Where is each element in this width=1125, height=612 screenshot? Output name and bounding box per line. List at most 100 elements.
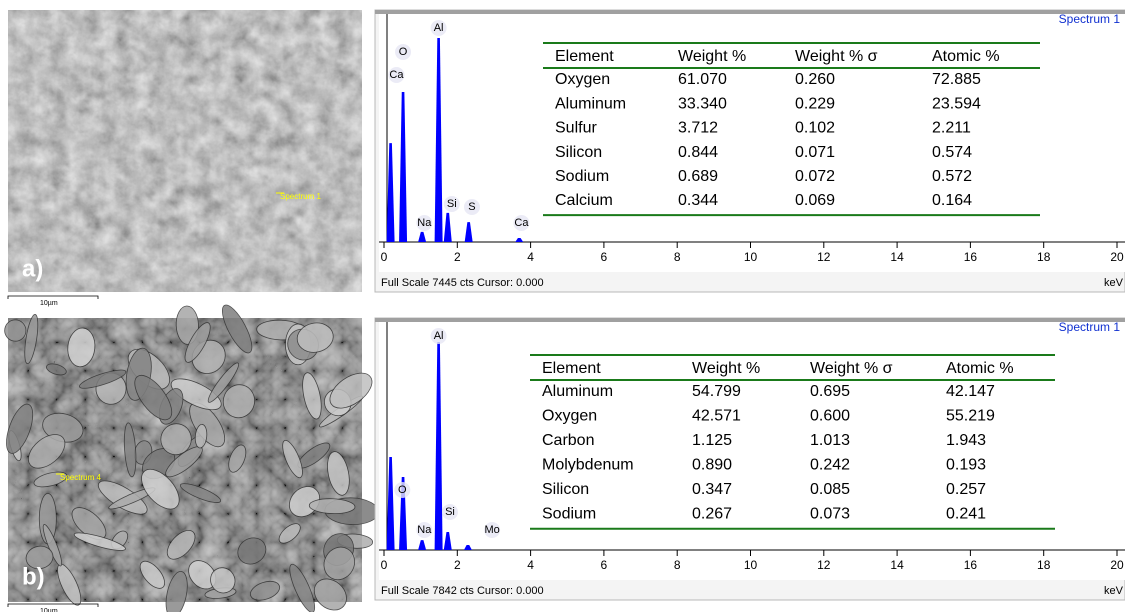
- x-tick-label: 16: [964, 250, 978, 264]
- x-tick-label: 4: [527, 250, 534, 264]
- x-tick-label: 6: [601, 558, 608, 572]
- table-cell: 72.885: [932, 71, 981, 88]
- table-cell: 33.340: [678, 95, 727, 112]
- x-tick-label: 14: [890, 250, 904, 264]
- x-tick-label: 0: [381, 558, 388, 572]
- x-tick-label: 8: [674, 250, 681, 264]
- image-marker: Spectrum 4: [60, 473, 101, 482]
- scale-bar-label: 10µm: [40, 608, 58, 612]
- table-cell: 0.241: [946, 506, 986, 523]
- table-cell: 0.071: [795, 144, 835, 161]
- table-cell: 0.267: [692, 506, 732, 523]
- peak-label: O: [398, 484, 407, 496]
- table-header: Weight %: [692, 360, 760, 377]
- spectrum-footer: Full Scale 7445 cts Cursor: 0.000: [381, 277, 544, 289]
- table-header: Weight % σ: [795, 48, 878, 65]
- table-cell: 0.344: [678, 192, 718, 209]
- scale-bar: [8, 604, 98, 607]
- peak-label: Ca: [514, 217, 529, 229]
- table-cell: 0.085: [810, 481, 850, 498]
- table-cell: 1.125: [692, 432, 732, 449]
- table-cell: 0.069: [795, 192, 835, 209]
- x-tick-label: 16: [964, 558, 978, 572]
- spectrum-top-bar: [375, 10, 1125, 14]
- table-cell: 0.164: [932, 192, 972, 209]
- x-tick-label: 6: [601, 250, 608, 264]
- table-cell: 0.072: [795, 168, 835, 185]
- table-header: Element: [555, 48, 614, 65]
- table-header: Weight %: [678, 48, 746, 65]
- table-cell: 0.229: [795, 95, 835, 112]
- table-cell: 0.689: [678, 168, 718, 185]
- x-tick-label: 8: [674, 558, 681, 572]
- table-cell: 0.260: [795, 71, 835, 88]
- spectrum-footer: Full Scale 7842 cts Cursor: 0.000: [381, 585, 544, 597]
- spectrum-title: Spectrum 1: [1059, 12, 1121, 26]
- table-cell: Aluminum: [555, 95, 626, 112]
- scale-bar-label: 10µm: [40, 300, 58, 307]
- peak-label: Si: [447, 198, 457, 210]
- table-header: Element: [542, 360, 601, 377]
- table-cell: Silicon: [542, 481, 589, 498]
- peak-label: Ca: [389, 69, 404, 81]
- table-cell: 2.211: [932, 120, 971, 137]
- table-cell: 0.844: [678, 144, 718, 161]
- table-cell: 0.600: [810, 408, 850, 425]
- table-cell: Carbon: [542, 432, 594, 449]
- table-cell: 0.073: [810, 506, 850, 523]
- x-tick-label: 20: [1110, 250, 1124, 264]
- peak-label: Al: [434, 330, 444, 342]
- table-cell: 0.193: [946, 457, 986, 474]
- table-cell: Calcium: [555, 192, 613, 209]
- sem-texture: [8, 10, 362, 292]
- spectrum-top-bar: [375, 318, 1125, 322]
- table-cell: 0.347: [692, 481, 732, 498]
- peak-label: Si: [445, 506, 455, 518]
- table-cell: 54.799: [692, 383, 741, 400]
- table-cell: Molybdenum: [542, 457, 634, 474]
- table-cell: 0.695: [810, 383, 850, 400]
- table-cell: 0.572: [932, 168, 972, 185]
- table-cell: 23.594: [932, 95, 981, 112]
- panel-label: b): [22, 563, 45, 590]
- table-cell: 0.574: [932, 144, 972, 161]
- x-tick-label: 2: [454, 558, 461, 572]
- x-tick-label: 10: [744, 250, 758, 264]
- table-cell: Oxygen: [555, 71, 610, 88]
- x-tick-label: 20: [1110, 558, 1124, 572]
- panel-b-image: [0, 301, 378, 612]
- peak-label: S: [468, 201, 475, 213]
- spectrum-title: Spectrum 1: [1059, 320, 1121, 334]
- table-cell: Sodium: [542, 506, 596, 523]
- x-unit: keV: [1104, 585, 1124, 597]
- peak-label: Na: [417, 217, 432, 229]
- x-tick-label: 14: [890, 558, 904, 572]
- x-tick-label: 2: [454, 250, 461, 264]
- table-cell: 3.712: [678, 120, 718, 137]
- x-tick-label: 4: [527, 558, 534, 572]
- x-tick-label: 12: [817, 558, 831, 572]
- table-header: Atomic %: [932, 48, 1000, 65]
- table-cell: Silicon: [555, 144, 602, 161]
- table-cell: Sulfur: [555, 120, 597, 137]
- plot-area: [379, 14, 1125, 272]
- table-cell: 55.219: [946, 408, 995, 425]
- table-cell: Aluminum: [542, 383, 613, 400]
- peak-label: Mo: [484, 524, 499, 536]
- peak-label: Na: [417, 524, 432, 536]
- x-tick-label: 0: [381, 250, 388, 264]
- peak-label: O: [399, 46, 408, 58]
- table-cell: 0.102: [795, 120, 835, 137]
- x-unit: keV: [1104, 277, 1124, 289]
- table-cell: Sodium: [555, 168, 609, 185]
- table-cell: 0.242: [810, 457, 850, 474]
- table-header: Weight % σ: [810, 360, 893, 377]
- panel-a-image: [8, 10, 362, 292]
- figure: a) Spectrum 1 10µm Spectrum 1 0 2 4 6 8 10 12 14 16 1…: [0, 0, 1125, 612]
- x-tick-label: 18: [1037, 558, 1051, 572]
- table-cell: 42.147: [946, 383, 995, 400]
- peak-label: Al: [434, 22, 444, 34]
- panel-label: a): [22, 255, 43, 282]
- table-cell: 1.013: [810, 432, 850, 449]
- table-cell: 0.257: [946, 481, 986, 498]
